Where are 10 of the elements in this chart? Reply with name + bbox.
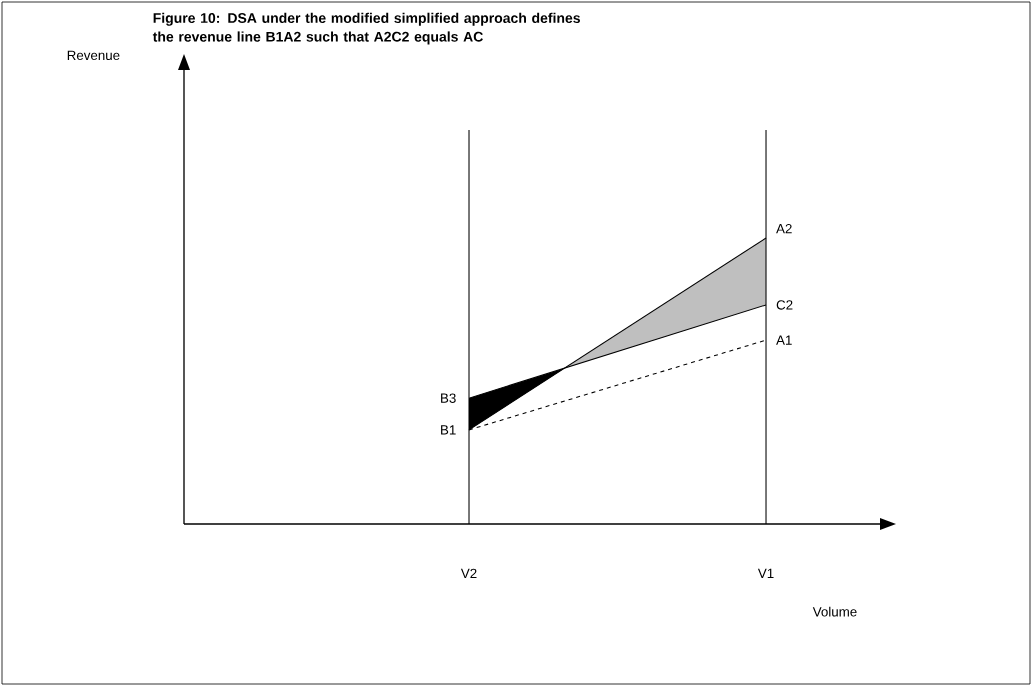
annotation: C2 <box>776 300 793 310</box>
annotation: A1 <box>776 335 792 345</box>
annotation: B1 <box>441 425 456 435</box>
text: Revenue <box>67 50 120 61</box>
annotation: A2 <box>776 223 792 234</box>
x-tick-label: V1 <box>757 568 774 578</box>
x-axis-title: Volume <box>812 606 857 617</box>
x-tick-label: V2 <box>460 568 477 579</box>
chart-title: Figure 10: DSA under the modified simplified approach defines the revenue line B1A2 such that A2C2 equals AC <box>152 12 580 45</box>
annotation: B3 <box>441 393 456 403</box>
